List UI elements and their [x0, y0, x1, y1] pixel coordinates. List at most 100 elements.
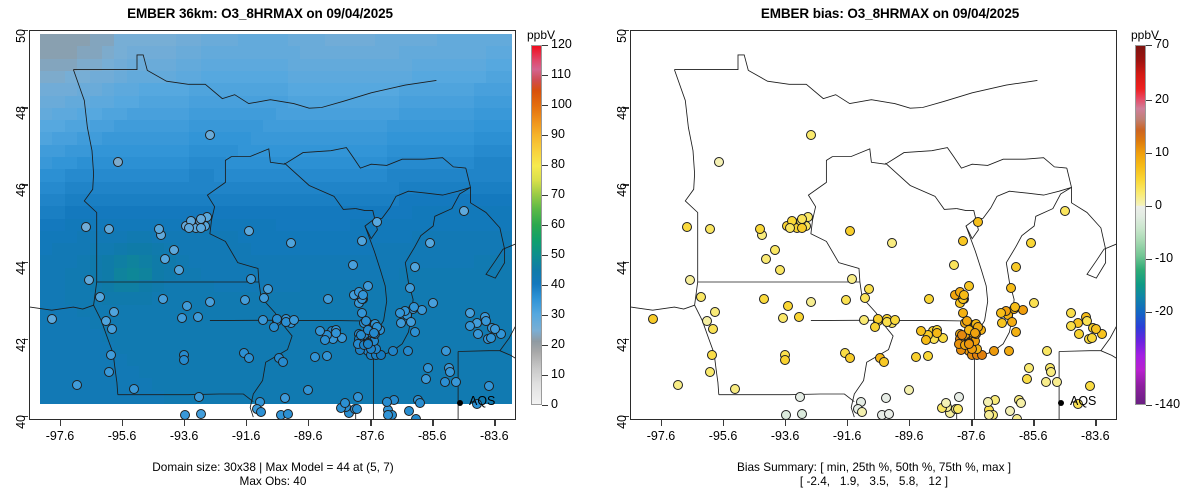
site-marker[interactable]	[922, 351, 933, 362]
site-marker[interactable]	[701, 315, 712, 326]
site-marker[interactable]	[997, 317, 1008, 328]
site-marker[interactable]	[903, 385, 914, 396]
site-marker[interactable]	[1009, 301, 1020, 312]
site-marker[interactable]	[1010, 327, 1021, 338]
site-marker[interactable]	[180, 410, 191, 419]
site-marker[interactable]	[269, 321, 280, 332]
site-marker[interactable]	[408, 301, 419, 312]
site-marker[interactable]	[288, 314, 299, 325]
site-marker[interactable]	[71, 380, 82, 391]
site-marker[interactable]	[781, 410, 792, 419]
site-marker[interactable]	[94, 292, 105, 303]
site-marker[interactable]	[451, 376, 462, 387]
site-marker[interactable]	[473, 329, 484, 340]
site-marker[interactable]	[684, 275, 695, 286]
site-marker[interactable]	[204, 297, 215, 308]
site-marker[interactable]	[941, 397, 952, 408]
site-marker[interactable]	[805, 130, 816, 141]
site-marker[interactable]	[415, 397, 426, 408]
site-marker[interactable]	[183, 223, 194, 234]
site-marker[interactable]	[420, 374, 431, 385]
site-marker[interactable]	[279, 393, 290, 404]
site-marker[interactable]	[321, 351, 332, 362]
site-marker[interactable]	[889, 314, 900, 325]
site-marker[interactable]	[425, 238, 436, 249]
site-marker[interactable]	[1029, 298, 1040, 309]
site-marker[interactable]	[1074, 329, 1085, 340]
site-marker[interactable]	[372, 217, 383, 228]
site-marker[interactable]	[128, 384, 139, 395]
site-marker[interactable]	[695, 292, 706, 303]
site-marker[interactable]	[1082, 316, 1093, 327]
site-marker[interactable]	[181, 300, 192, 311]
site-marker[interactable]	[204, 130, 215, 141]
site-marker[interactable]	[484, 381, 495, 392]
site-marker[interactable]	[243, 226, 254, 237]
site-marker[interactable]	[1026, 238, 1037, 249]
site-marker[interactable]	[471, 398, 482, 409]
site-marker[interactable]	[1097, 329, 1108, 340]
site-marker[interactable]	[970, 328, 981, 339]
site-marker[interactable]	[104, 223, 115, 234]
site-marker[interactable]	[1060, 205, 1071, 216]
site-marker[interactable]	[883, 408, 894, 419]
site-marker[interactable]	[490, 323, 501, 334]
site-marker[interactable]	[107, 324, 118, 335]
site-marker[interactable]	[784, 223, 795, 234]
site-marker[interactable]	[857, 406, 868, 417]
site-marker[interactable]	[1066, 307, 1077, 318]
site-marker[interactable]	[347, 259, 358, 270]
site-marker[interactable]	[113, 156, 124, 167]
site-marker[interactable]	[369, 328, 380, 339]
site-marker[interactable]	[794, 311, 805, 322]
site-marker[interactable]	[404, 406, 415, 417]
site-marker[interactable]	[322, 294, 333, 305]
site-marker[interactable]	[706, 349, 717, 360]
site-marker[interactable]	[411, 414, 422, 419]
site-marker[interactable]	[911, 352, 922, 363]
site-marker[interactable]	[959, 290, 970, 301]
site-marker[interactable]	[439, 376, 450, 387]
site-marker[interactable]	[1046, 367, 1057, 378]
site-marker[interactable]	[100, 315, 111, 326]
site-marker[interactable]	[169, 244, 180, 255]
site-marker[interactable]	[1007, 316, 1018, 327]
site-marker[interactable]	[179, 354, 190, 365]
site-marker[interactable]	[805, 297, 816, 308]
site-marker[interactable]	[340, 397, 351, 408]
site-marker[interactable]	[257, 314, 268, 325]
site-marker[interactable]	[1012, 414, 1023, 419]
site-marker[interactable]	[481, 316, 492, 327]
site-marker[interactable]	[387, 346, 398, 357]
site-marker[interactable]	[995, 307, 1006, 318]
site-marker[interactable]	[105, 349, 116, 360]
site-marker[interactable]	[428, 298, 439, 309]
site-marker[interactable]	[841, 294, 852, 305]
site-marker[interactable]	[844, 226, 855, 237]
site-marker[interactable]	[302, 385, 313, 396]
site-marker[interactable]	[352, 391, 363, 402]
site-marker[interactable]	[796, 214, 807, 225]
site-marker[interactable]	[770, 244, 781, 255]
site-marker[interactable]	[465, 307, 476, 318]
site-marker[interactable]	[794, 391, 805, 402]
site-marker[interactable]	[240, 294, 251, 305]
site-marker[interactable]	[1085, 381, 1096, 392]
site-marker[interactable]	[83, 275, 94, 286]
site-marker[interactable]	[282, 408, 293, 419]
site-marker[interactable]	[330, 327, 341, 338]
site-marker[interactable]	[858, 314, 869, 325]
site-marker[interactable]	[176, 312, 187, 323]
site-marker[interactable]	[705, 366, 716, 377]
site-marker[interactable]	[173, 264, 184, 275]
site-marker[interactable]	[886, 237, 897, 248]
site-marker[interactable]	[1040, 376, 1051, 387]
site-marker[interactable]	[963, 280, 974, 291]
site-marker[interactable]	[760, 253, 771, 264]
site-marker[interactable]	[1065, 321, 1076, 332]
site-marker[interactable]	[870, 321, 881, 332]
site-marker[interactable]	[1004, 346, 1015, 357]
site-marker[interactable]	[358, 290, 369, 301]
site-marker[interactable]	[953, 391, 964, 402]
site-marker[interactable]	[277, 357, 288, 368]
